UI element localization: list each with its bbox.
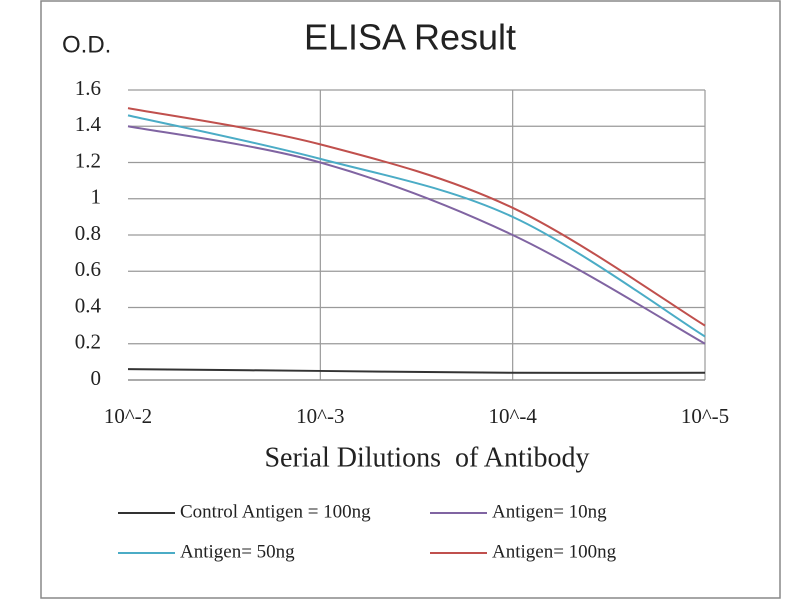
legend-label: Antigen= 50ng <box>180 541 295 562</box>
chart-title: ELISA Result <box>304 17 516 58</box>
y-tick-label: 0 <box>91 366 102 390</box>
series-line <box>127 125 706 345</box>
legend-label: Control Antigen = 100ng <box>180 501 371 522</box>
y-tick-label: 0.2 <box>75 330 101 354</box>
y-tick-label: 0.6 <box>75 257 101 281</box>
x-axis-label: Serial Dilutions of Antibody <box>264 442 589 473</box>
y-axis-label: O.D. <box>62 31 111 58</box>
y-tick-label: 1.4 <box>75 112 102 136</box>
x-tick-label: 10^-4 <box>488 404 537 428</box>
x-tick-label: 10^-5 <box>681 404 729 428</box>
series-line <box>127 107 706 327</box>
series-line <box>127 114 706 338</box>
y-tick-label: 1.2 <box>75 148 101 172</box>
x-tick-label: 10^-2 <box>104 404 152 428</box>
y-tick-label: 1.6 <box>75 76 101 100</box>
series-line <box>127 368 706 374</box>
y-tick-label: 0.4 <box>75 293 102 317</box>
x-tick-label: 10^-3 <box>296 404 344 428</box>
y-tick-label: 1 <box>91 185 102 209</box>
chart-frame <box>40 0 781 599</box>
y-tick-label: 0.8 <box>75 221 101 245</box>
legend-label: Antigen= 10ng <box>492 501 607 522</box>
legend-label: Antigen= 100ng <box>492 541 617 562</box>
